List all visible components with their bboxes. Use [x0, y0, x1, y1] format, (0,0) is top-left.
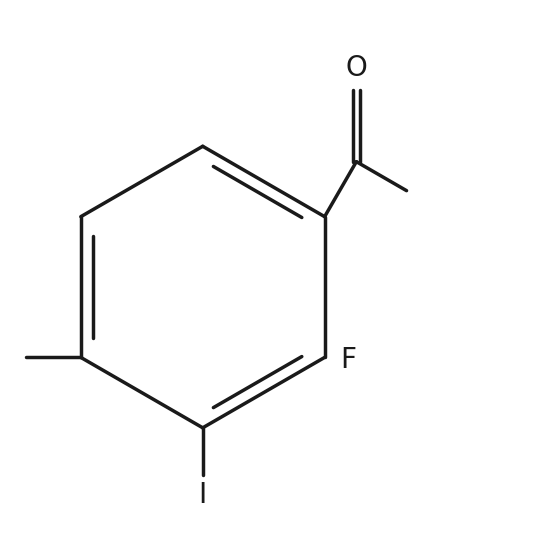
Text: F: F	[340, 346, 356, 374]
Text: I: I	[199, 481, 207, 509]
Text: O: O	[346, 54, 367, 82]
